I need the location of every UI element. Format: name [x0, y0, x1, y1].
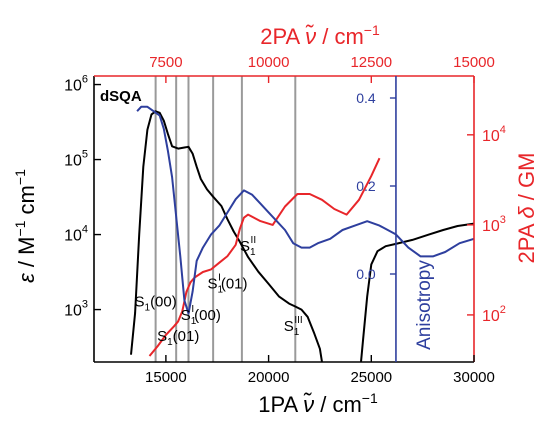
state-label: S1(00): [134, 293, 176, 313]
bottom-tick-label: 15000: [145, 369, 187, 386]
state-label: S1(01): [157, 328, 199, 348]
state-label: S1II: [240, 235, 256, 258]
left-tick-label: 103: [64, 299, 88, 320]
transition-markers: [154, 76, 297, 362]
data-series: [130, 105, 474, 362]
epsilon-series-line: [130, 110, 323, 362]
top-tick-label: 12500: [350, 54, 392, 71]
left-axis-title: ε / M−1 cm−1: [12, 169, 39, 283]
left-tick-label: 106: [64, 74, 88, 95]
epsilon-series-line: [360, 222, 474, 362]
anisotropy-tick-label: 0.4: [356, 90, 376, 106]
anisotropy-series-line: [136, 105, 397, 315]
anisotropy-tick-label: 0.2: [356, 178, 376, 194]
sample-label: dSQA: [100, 88, 142, 105]
bottom-tick-label: 30000: [453, 369, 495, 386]
left-tick-label: 104: [64, 224, 88, 245]
right-axis-title: 2PA δ / GM: [514, 153, 539, 264]
right-tick-label: 103: [482, 214, 506, 235]
state-label: S1I(01): [207, 273, 247, 296]
left-tick-label: 105: [64, 149, 88, 170]
top-axis-title: 2PA ν̃ / cm−1: [260, 22, 380, 49]
right-tick-label: 104: [482, 124, 506, 145]
anisotropy-axis-title: Anisotropy: [414, 260, 435, 350]
two-pa-series-line: [148, 157, 381, 357]
state-labels: S1(00) S1(01)S1I(00) S1I(01) S1II S1III: [134, 235, 302, 348]
right-tick-label: 102: [482, 304, 506, 325]
bottom-tick-label: 20000: [248, 369, 290, 386]
top-tick-label: 15000: [453, 54, 495, 71]
state-label: S1III: [284, 315, 303, 338]
state-label: S1I(00): [181, 304, 221, 327]
top-tick-label: 7500: [149, 54, 182, 71]
bottom-tick-label: 25000: [350, 369, 392, 386]
top-tick-label: 10000: [248, 54, 290, 71]
axes: 15000 20000 25000 30000 7500 10000 12500 15000 1…: [64, 54, 506, 386]
anisotropy-series-line: [395, 233, 474, 258]
anisotropy-tick-label: 0.0: [356, 266, 376, 282]
bottom-axis-title: 1PA ν̃ / cm−1: [258, 390, 378, 417]
